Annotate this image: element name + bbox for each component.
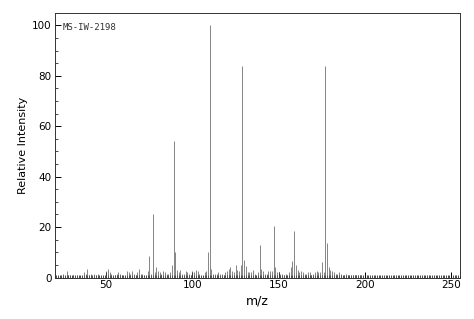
Text: MS-IW-2198: MS-IW-2198	[63, 23, 116, 32]
X-axis label: m/z: m/z	[246, 294, 269, 308]
Y-axis label: Relative Intensity: Relative Intensity	[18, 97, 28, 194]
